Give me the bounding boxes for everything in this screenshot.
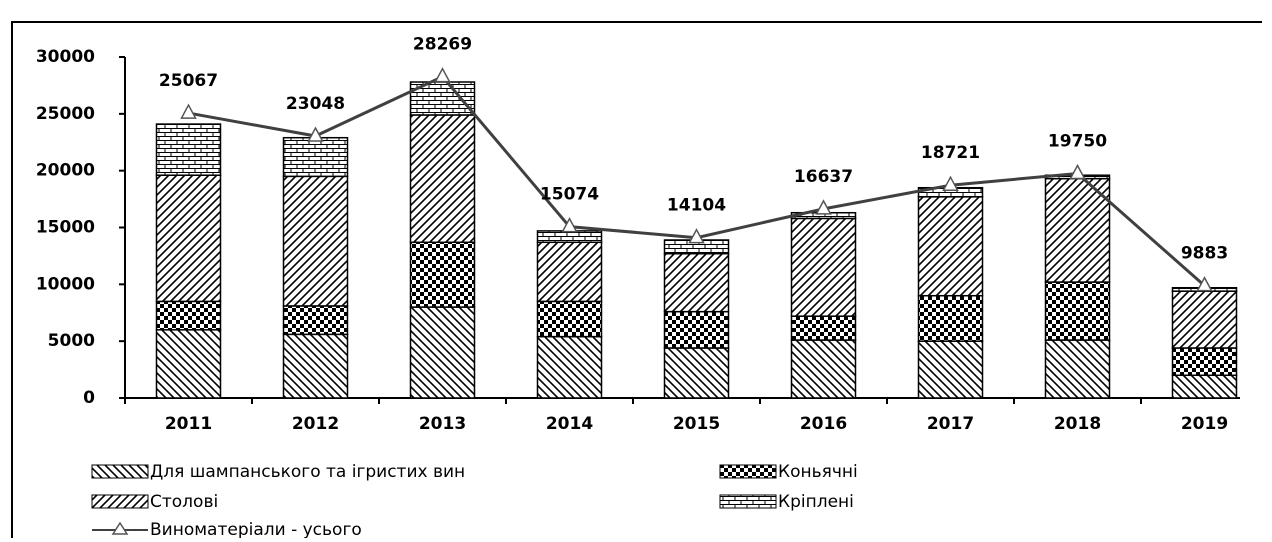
legend-swatch xyxy=(91,494,149,509)
x-tick-label: 2018 xyxy=(1054,414,1101,434)
data-label: 19750 xyxy=(1048,132,1107,152)
bar-segment xyxy=(282,333,349,399)
bar-segment xyxy=(282,305,349,336)
bar-segment xyxy=(409,114,476,244)
bar-segment xyxy=(917,340,984,399)
x-tick-label: 2015 xyxy=(673,414,720,434)
bar-segment xyxy=(663,252,730,313)
bar-segment xyxy=(1044,177,1111,283)
line-marker xyxy=(1069,163,1086,180)
y-tick-label: 10000 xyxy=(36,274,95,294)
x-tick-label: 2011 xyxy=(165,414,212,434)
x-tick-label: 2013 xyxy=(419,414,466,434)
bar-segment xyxy=(409,241,476,308)
legend-swatch xyxy=(719,464,777,479)
line-marker xyxy=(307,126,324,142)
bar-segment xyxy=(536,300,603,338)
bar-segment xyxy=(917,294,984,342)
x-tick-label: 2012 xyxy=(292,414,339,434)
bar-segment xyxy=(536,230,603,244)
y-tick-label: 25000 xyxy=(36,104,95,124)
bar-segment xyxy=(536,241,603,303)
bar-segment xyxy=(155,174,222,303)
bar-segment xyxy=(409,306,476,399)
bar-segment xyxy=(790,315,857,341)
legend-marker xyxy=(111,521,129,535)
bar-segment xyxy=(1171,290,1238,349)
line-marker xyxy=(942,175,959,191)
line-marker xyxy=(1196,276,1213,292)
legend-swatch xyxy=(91,464,149,479)
data-label: 25067 xyxy=(159,71,218,91)
y-tick-label: 5000 xyxy=(48,331,95,351)
y-tick-label: 30000 xyxy=(36,47,95,67)
line-marker xyxy=(688,228,705,244)
bar-segment xyxy=(536,335,603,399)
y-tick-label: 15000 xyxy=(36,218,95,238)
bar-segment xyxy=(1044,339,1111,399)
data-label: 23048 xyxy=(286,94,345,114)
data-label: 15074 xyxy=(540,185,599,205)
legend-label: Столові xyxy=(150,492,218,512)
legend-swatch xyxy=(719,494,777,509)
bar-segment xyxy=(663,347,730,399)
y-tick-label: 20000 xyxy=(36,161,95,181)
legend-label: Виноматеріали - усього xyxy=(150,520,362,538)
bar-segment xyxy=(917,196,984,297)
line-marker xyxy=(180,103,197,119)
legend-label: Кріплені xyxy=(778,492,854,512)
x-tick-label: 2016 xyxy=(800,414,847,434)
legend-label: Коньячні xyxy=(778,462,858,482)
bar-segment xyxy=(282,175,349,307)
data-label: 28269 xyxy=(413,35,472,55)
x-tick-label: 2014 xyxy=(546,414,593,434)
bar-segment xyxy=(282,136,349,178)
bar-segment xyxy=(663,310,730,349)
bar-segment xyxy=(1171,374,1238,399)
bar-segment xyxy=(155,329,222,399)
data-label: 14104 xyxy=(667,196,726,216)
bar-segment xyxy=(790,339,857,399)
bar-segment xyxy=(155,123,222,176)
data-label: 16637 xyxy=(794,167,853,187)
data-label: 9883 xyxy=(1181,244,1228,264)
bar-segment xyxy=(790,217,857,317)
line-marker xyxy=(815,199,832,215)
line-marker xyxy=(434,67,451,83)
line-marker xyxy=(561,217,578,233)
y-tick-label: 0 xyxy=(83,388,95,408)
chart-border xyxy=(11,21,1262,538)
bar-segment xyxy=(1171,347,1238,377)
bar-segment xyxy=(155,300,222,331)
legend-label: Для шампанського та ігристих вин xyxy=(150,462,465,482)
x-tick-label: 2019 xyxy=(1181,414,1228,434)
bar-segment xyxy=(1044,281,1111,341)
x-tick-label: 2017 xyxy=(927,414,974,434)
data-label: 18721 xyxy=(921,143,980,163)
